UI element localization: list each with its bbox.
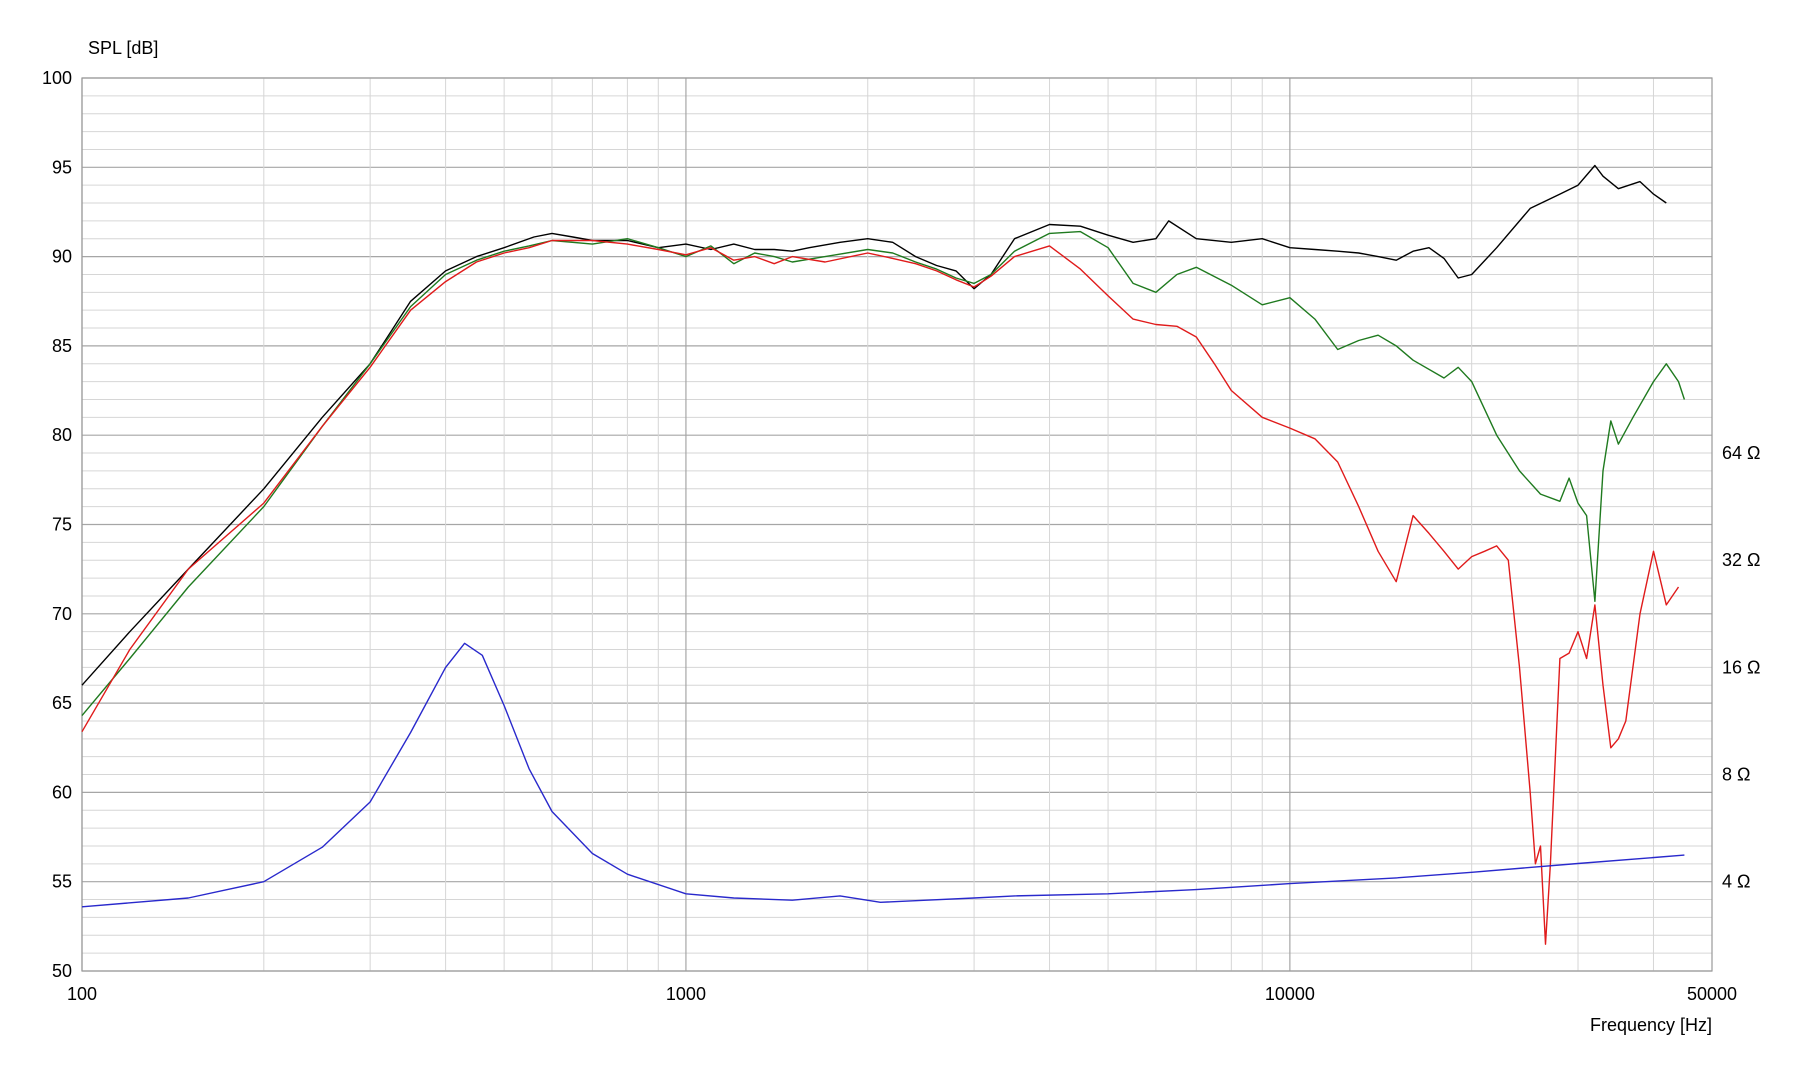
y-tick-label: 75 bbox=[52, 515, 72, 535]
y-tick-label: 50 bbox=[52, 961, 72, 981]
tick-labels: 50 55 60 65 70 75 80 85 90 95 100 4 Ω 8 Ω 16 Ω 32 Ω 64 … bbox=[42, 68, 1761, 1004]
x-axis-title: Frequency [Hz] bbox=[1590, 1015, 1712, 1035]
plot-frame bbox=[81, 77, 1713, 972]
y-tick-label: 65 bbox=[52, 693, 72, 713]
impedance-tick-label: 8 Ω bbox=[1722, 765, 1750, 785]
series-line-black bbox=[81, 164, 1667, 686]
y-tick-label: 70 bbox=[52, 604, 72, 624]
series-line-green bbox=[81, 230, 1686, 717]
series-line-red bbox=[81, 239, 1680, 945]
impedance-line bbox=[81, 642, 1685, 908]
plot-grid bbox=[81, 77, 1713, 972]
y-tick-label: 95 bbox=[52, 157, 72, 177]
impedance-tick-label: 4 Ω bbox=[1722, 872, 1750, 892]
x-tick-label: 100 bbox=[67, 984, 97, 1004]
y-tick-label: 60 bbox=[52, 782, 72, 802]
y-tick-label: 85 bbox=[52, 336, 72, 356]
y-tick-label: 55 bbox=[52, 872, 72, 892]
y-tick-label: 100 bbox=[42, 68, 72, 88]
y-tick-label: 90 bbox=[52, 247, 72, 267]
series-layer bbox=[81, 164, 1686, 945]
y-axis-title: SPL [dB] bbox=[88, 38, 158, 58]
x-tick-label: 10000 bbox=[1265, 984, 1315, 1004]
impedance-tick-label: 64 Ω bbox=[1722, 443, 1760, 463]
x-tick-label: 1000 bbox=[666, 984, 706, 1004]
impedance-tick-label: 16 Ω bbox=[1722, 657, 1760, 677]
y-tick-label: 80 bbox=[52, 425, 72, 445]
x-tick-label: 50000 bbox=[1687, 984, 1737, 1004]
impedance-tick-label: 32 Ω bbox=[1722, 550, 1760, 570]
